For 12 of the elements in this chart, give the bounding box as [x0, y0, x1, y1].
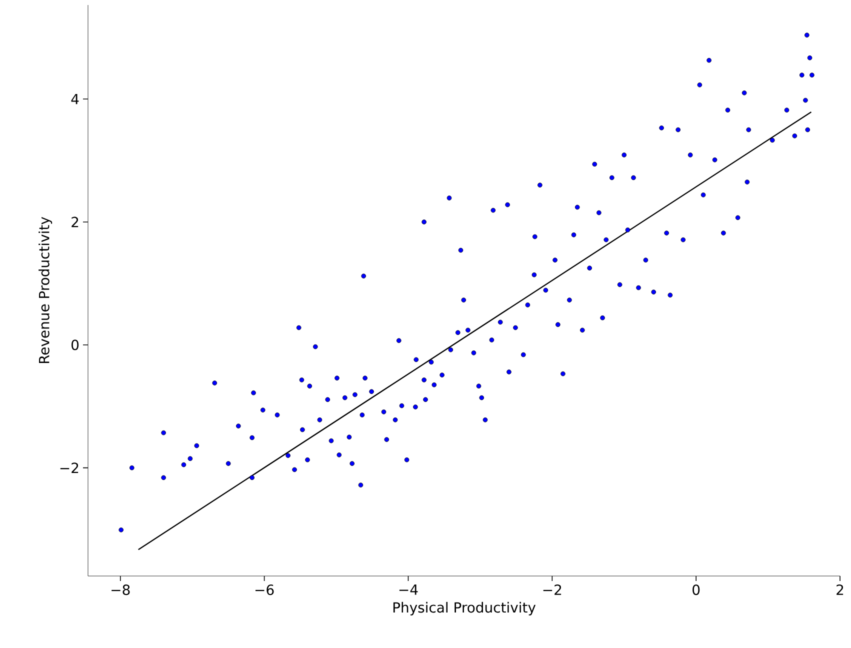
y-axis-title: Revenue Productivity: [38, 216, 52, 364]
x-axis-title: Physical Productivity: [393, 602, 536, 616]
x-tick-label: −8: [112, 584, 130, 596]
y-tick-label: 0: [72, 340, 79, 350]
y-tick-label: −2: [60, 462, 78, 473]
y-tick-label: 4: [71, 94, 79, 104]
x-tick-label: −4: [399, 584, 418, 595]
x-tick-label: 2: [836, 584, 844, 595]
y-tick-label: 2: [72, 216, 78, 228]
x-tick-label: −2: [543, 584, 562, 595]
x-tick-label: −6: [256, 584, 274, 596]
x-tick-label: 0: [692, 584, 700, 596]
